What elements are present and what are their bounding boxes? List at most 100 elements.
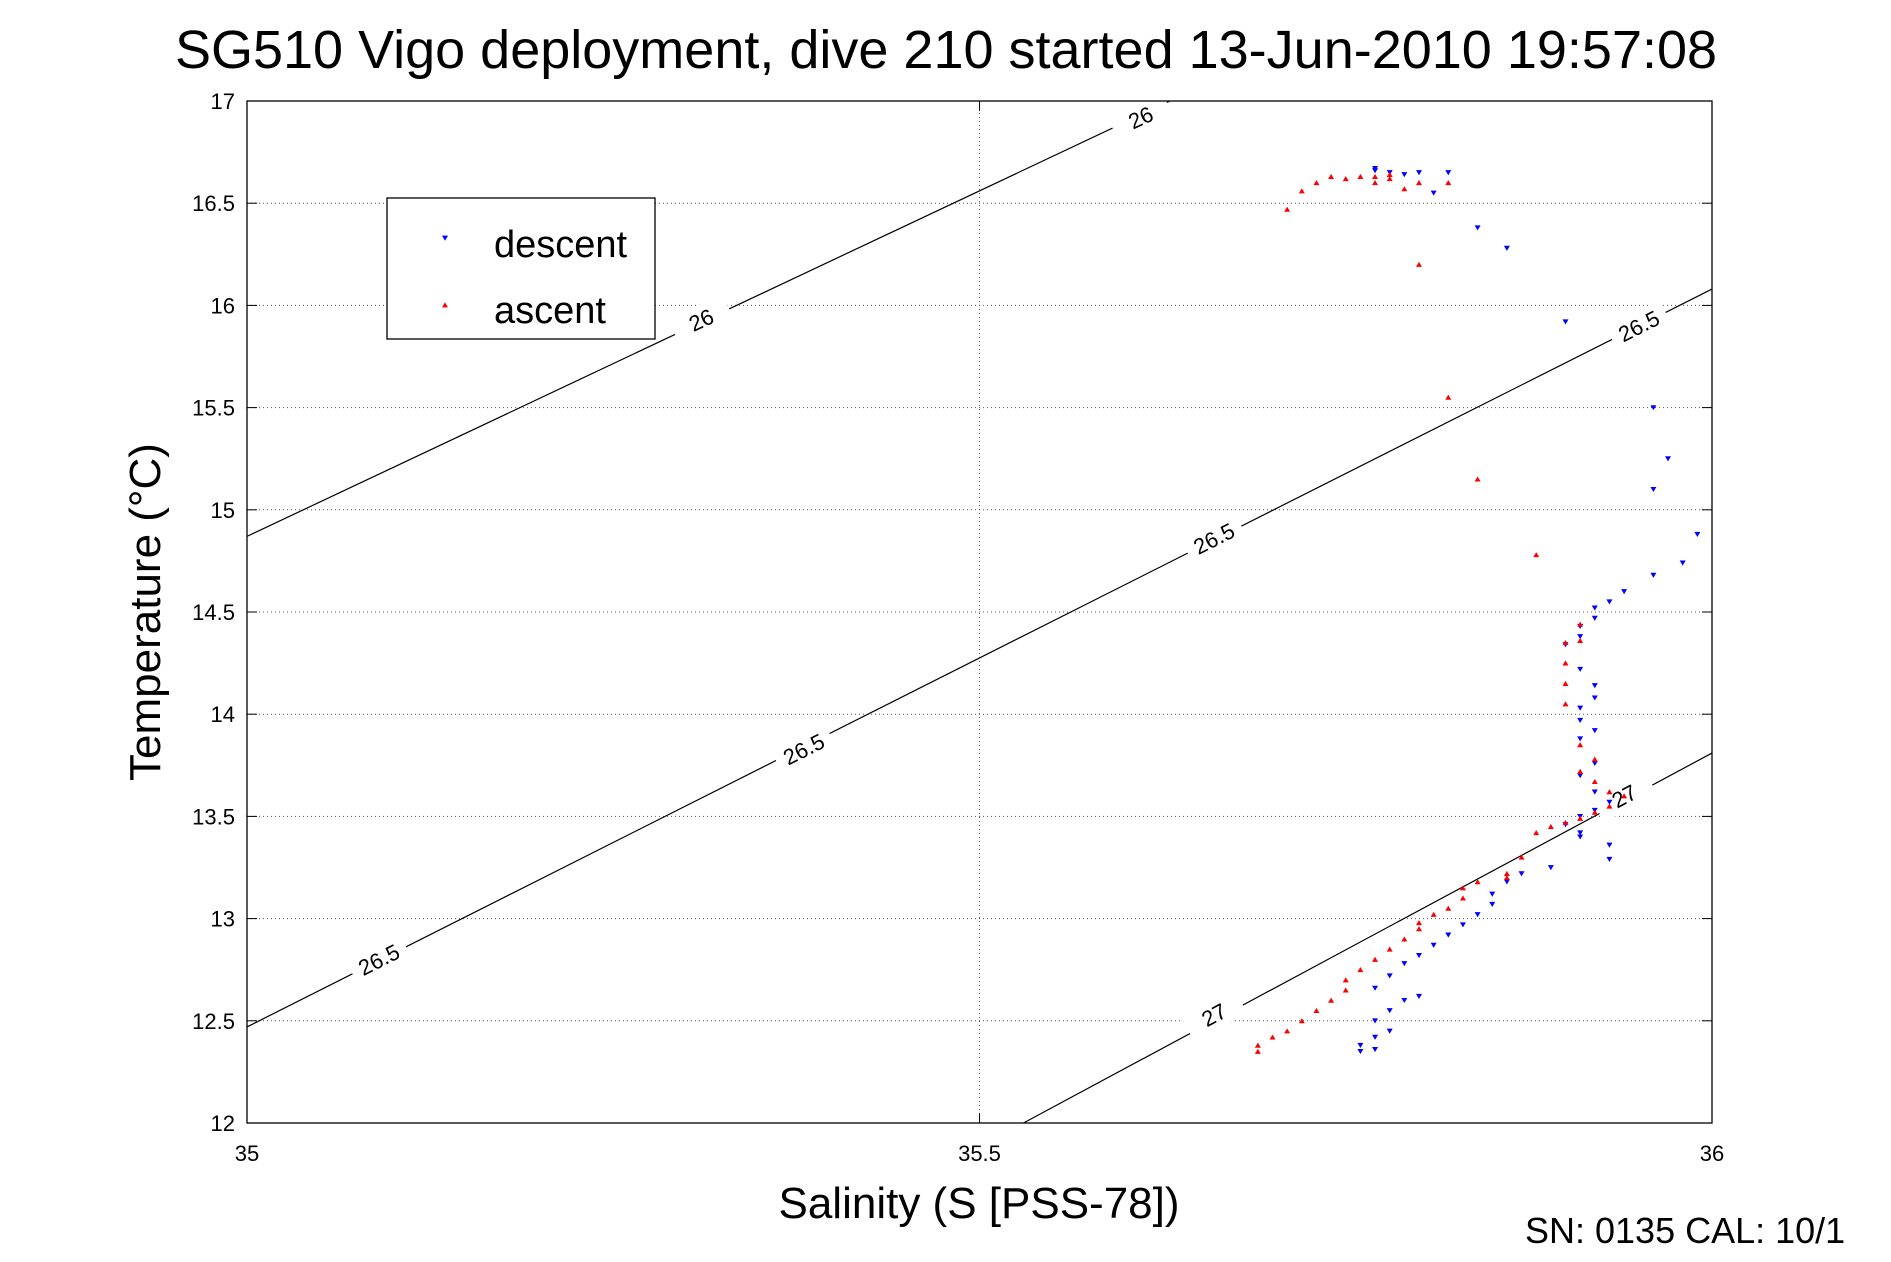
- x-tick-label: 36: [1700, 1141, 1724, 1166]
- ascent-point: [1445, 180, 1452, 186]
- descent-point: [1650, 486, 1657, 493]
- legend-label-ascent: ascent: [494, 290, 606, 332]
- ascent-point: [1606, 803, 1613, 809]
- ascent-point: [1577, 815, 1584, 821]
- contour-label-bg: [1107, 91, 1174, 143]
- ascent-point: [1269, 1034, 1276, 1040]
- y-tick-label: 12.5: [192, 1009, 235, 1034]
- descent-point: [1577, 830, 1584, 836]
- ascent-point: [1372, 956, 1379, 962]
- ascent-point: [1298, 1018, 1305, 1024]
- ascent-point: [1577, 742, 1584, 748]
- ascent-point: [1621, 793, 1628, 799]
- ascent-point: [1298, 188, 1305, 194]
- x-tick-label: 35.5: [958, 1141, 1001, 1166]
- ascent-point: [1313, 1007, 1320, 1013]
- y-tick-label: 16: [211, 293, 235, 318]
- ascent-point: [1386, 171, 1393, 177]
- y-tick-label: 14.5: [192, 600, 235, 625]
- ascent-point: [1606, 789, 1613, 795]
- descent-point: [1591, 605, 1598, 611]
- descent-point: [1445, 932, 1452, 938]
- descent-point: [1547, 865, 1554, 871]
- ascent-point: [1518, 854, 1525, 860]
- descent-point: [1372, 166, 1379, 172]
- descent-point: [1577, 773, 1584, 779]
- y-tick-label: 15: [211, 498, 235, 523]
- legend-box: [386, 197, 656, 340]
- ascent-point: [1328, 173, 1335, 180]
- ascent-point: [1313, 180, 1320, 186]
- ascent-point: [1591, 809, 1598, 815]
- descent-point: [1562, 319, 1569, 325]
- legend-marker-ascent: [442, 302, 448, 308]
- ascent-point: [1503, 870, 1510, 877]
- descent-point: [1650, 405, 1657, 411]
- y-tick-label: 14: [211, 702, 235, 727]
- ascent-point: [1416, 180, 1422, 186]
- descent-point: [1416, 993, 1422, 999]
- axis-ticks: 35 35.5 36 12 12.5 13 13.5 14 14.5 15 15.5 16 16.5 17: [192, 89, 1724, 1166]
- ascent-point: [1254, 1042, 1261, 1048]
- ascent-point: [1342, 977, 1349, 983]
- descent-point: [1357, 1049, 1364, 1055]
- y-axis-label: Temperature (°C): [121, 443, 170, 781]
- ascent-point: [1342, 175, 1349, 182]
- descent-point: [1577, 736, 1584, 742]
- y-tick-label: 15.5: [192, 396, 235, 421]
- descent-point: [1606, 842, 1613, 848]
- descent-point: [1401, 961, 1408, 967]
- contour-label-bg: [1180, 988, 1247, 1042]
- descent-point: [1445, 170, 1452, 176]
- descent-point: [1372, 1018, 1379, 1024]
- ascent-point: [1474, 879, 1481, 885]
- ascent-point: [1357, 967, 1364, 973]
- descent-point: [1474, 912, 1481, 918]
- descent-point: [1430, 942, 1437, 948]
- descent-point: [1577, 634, 1584, 640]
- descent-point: [1416, 170, 1422, 176]
- series-ascent: [1254, 171, 1628, 1054]
- ascent-point: [1416, 919, 1422, 926]
- ascent-point: [1533, 830, 1540, 836]
- y-tick-label: 17: [211, 89, 235, 114]
- descent-point: [1577, 717, 1584, 724]
- footer-serial-calibration: SN: 0135 CAL: 10/1: [1525, 1210, 1846, 1251]
- descent-point: [1416, 952, 1422, 959]
- x-axis-label: Salinity (S [PSS-78]): [778, 1179, 1179, 1228]
- data-series: [1254, 166, 1701, 1055]
- descent-point: [1679, 560, 1686, 566]
- y-tick-label: 16.5: [192, 191, 235, 216]
- ascent-point: [1562, 660, 1569, 666]
- ascent-point: [1577, 637, 1584, 644]
- contour-label-bg: [345, 933, 412, 986]
- ascent-point: [1284, 1028, 1291, 1034]
- descent-point: [1606, 599, 1613, 605]
- descent-point: [1591, 728, 1598, 734]
- descent-point: [1401, 997, 1408, 1004]
- y-tick-label: 12: [211, 1111, 235, 1136]
- descent-point: [1372, 985, 1379, 991]
- ascent-point: [1459, 885, 1466, 891]
- descent-point: [1430, 190, 1437, 196]
- legend-marker-descent: [442, 235, 448, 241]
- descent-point: [1503, 879, 1510, 885]
- descent-point: [1489, 901, 1496, 907]
- legend-marker-descent: [442, 235, 448, 241]
- descent-point: [1577, 705, 1584, 711]
- ascent-point: [1591, 756, 1598, 762]
- contour-label-bg: [770, 722, 837, 775]
- descent-point: [1401, 172, 1408, 178]
- contour-label-bg: [668, 294, 735, 346]
- ascent-point: [1386, 175, 1393, 182]
- legend: descent ascent: [386, 197, 656, 340]
- descent-point: [1474, 225, 1481, 231]
- ascent-point: [1401, 936, 1408, 942]
- ascent-point: [1372, 180, 1379, 186]
- descent-point: [1665, 456, 1672, 462]
- descent-point: [1372, 1034, 1379, 1040]
- descent-point: [1577, 834, 1584, 840]
- descent-point: [1591, 789, 1598, 795]
- descent-point: [1591, 683, 1598, 689]
